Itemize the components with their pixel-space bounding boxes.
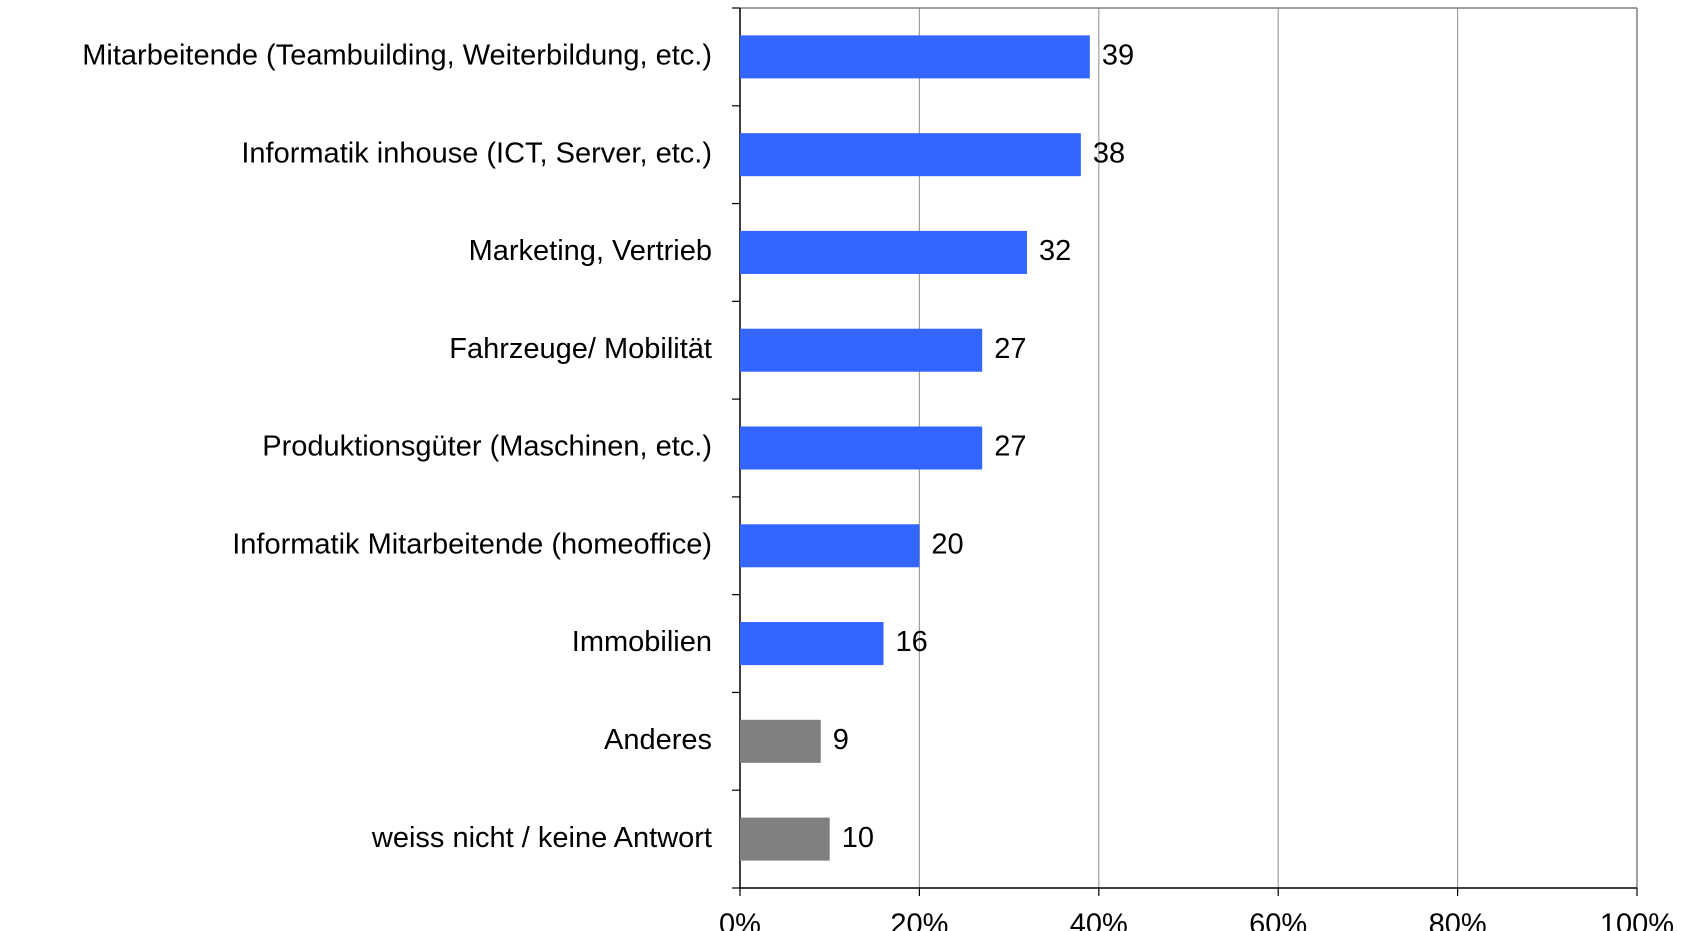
bar <box>740 133 1081 177</box>
value-label: 27 <box>994 431 1026 463</box>
value-label: 16 <box>896 626 928 658</box>
value-label: 9 <box>833 724 849 756</box>
value-label: 20 <box>931 528 963 560</box>
y-tick-label: Marketing, Vertrieb <box>469 235 712 267</box>
value-label: 38 <box>1093 137 1125 169</box>
y-tick-label: weiss nicht / keine Antwort <box>371 822 712 854</box>
x-tick-label: 40% <box>1070 909 1128 931</box>
y-tick-label: Produktionsgüter (Maschinen, etc.) <box>262 431 712 463</box>
value-label: 39 <box>1102 40 1134 72</box>
y-tick-label: Informatik Mitarbeitende (homeoffice) <box>232 528 712 560</box>
bar <box>740 524 920 568</box>
bar <box>740 719 821 763</box>
value-label: 27 <box>994 333 1026 365</box>
bar <box>740 328 983 372</box>
x-tick-label: 100% <box>1600 909 1674 931</box>
x-tick-label: 0% <box>719 909 761 931</box>
bar <box>740 35 1090 79</box>
value-label: 32 <box>1039 235 1071 267</box>
y-tick-label: Fahrzeuge/ Mobilität <box>449 333 712 365</box>
y-tick-label: Informatik inhouse (ICT, Server, etc.) <box>241 137 712 169</box>
y-tick-label: Immobilien <box>572 626 712 658</box>
y-tick-label: Anderes <box>604 724 712 756</box>
x-tick-label: 80% <box>1429 909 1487 931</box>
y-tick-label: Mitarbeitende (Teambuilding, Weiterbildu… <box>82 40 712 72</box>
bar <box>740 426 983 470</box>
x-tick-label: 20% <box>890 909 948 931</box>
bar <box>740 230 1028 274</box>
value-label: 10 <box>842 822 874 854</box>
bar <box>740 622 884 666</box>
bar <box>740 817 830 861</box>
x-tick-label: 60% <box>1249 909 1307 931</box>
